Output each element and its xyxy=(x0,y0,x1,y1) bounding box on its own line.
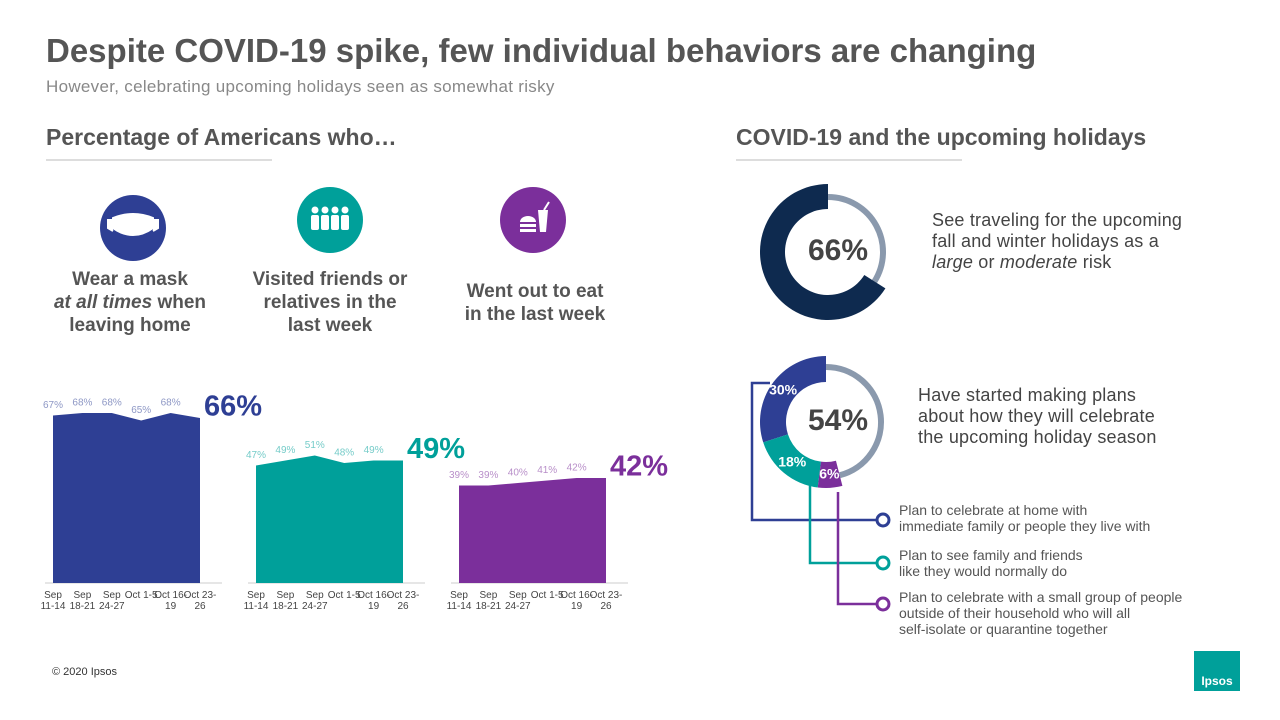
value-label: 42% xyxy=(567,463,587,474)
x-tick-label: Sep 24-27 xyxy=(302,590,328,612)
remainder-ring xyxy=(827,194,886,284)
text-part: risk xyxy=(1077,252,1112,272)
right-heading: COVID-19 and the upcoming holidays xyxy=(736,124,1147,150)
x-tick-label: Sep 24-27 xyxy=(99,590,125,612)
remainder-ring xyxy=(826,364,884,479)
title: Despite COVID-19 spike, few individual b… xyxy=(46,32,1037,69)
donut-segment xyxy=(760,356,826,443)
area xyxy=(53,413,200,583)
donut-description: See traveling for the upcoming fall and … xyxy=(932,210,1182,273)
value-label: 47% xyxy=(246,450,266,461)
donut-segment xyxy=(817,460,843,488)
text-part: large xyxy=(932,252,974,272)
area xyxy=(256,455,403,583)
x-tick-label: Oct 23-26 xyxy=(183,590,217,612)
food-glyph xyxy=(520,201,550,232)
people-icon xyxy=(297,187,363,253)
x-tick-label: Oct 16-19 xyxy=(154,590,187,612)
x-tick-label: Sep 24-27 xyxy=(505,590,531,612)
legend-marker xyxy=(875,512,891,528)
x-tick-label: Sep 11-14 xyxy=(446,590,472,612)
text-part: or xyxy=(973,252,1000,272)
value-label: 68% xyxy=(161,398,181,409)
legend-entry: Plan to celebrate with a small group of … xyxy=(899,589,1183,637)
area xyxy=(459,478,606,583)
segment-label: 18% xyxy=(778,454,807,470)
value-label: 51% xyxy=(305,440,325,451)
text-part: at all times xyxy=(53,292,153,313)
value-label: 40% xyxy=(508,468,528,479)
x-tick-label: Oct 1-5 xyxy=(530,590,564,601)
value-label: 39% xyxy=(478,470,498,481)
legend-marker xyxy=(875,555,891,571)
value-label: 67% xyxy=(43,400,63,411)
x-tick-label: Oct 16-19 xyxy=(357,590,390,612)
value-label: 49% xyxy=(364,445,384,456)
value-label: 68% xyxy=(72,398,92,409)
text-part: when leaving home xyxy=(69,292,207,336)
left-heading: Percentage of Americans who… xyxy=(46,124,397,150)
center-label: 66% xyxy=(808,234,868,267)
value-label: 65% xyxy=(131,405,151,416)
donut-description: Have started making plans about how they… xyxy=(918,385,1157,448)
value-label: 49% xyxy=(275,445,295,456)
value-label: 39% xyxy=(449,470,469,481)
legend-marker xyxy=(875,596,891,612)
value-label: 66% xyxy=(204,391,262,423)
mask-glyph xyxy=(107,213,159,236)
copyright: © 2020 Ipsos xyxy=(52,666,117,678)
text-part: See traveling for the upcoming fall and … xyxy=(932,210,1183,251)
area-title: Wear a mask at all times when leaving ho… xyxy=(30,268,230,337)
x-tick-label: Oct 16-19 xyxy=(560,590,593,612)
legend-connectors xyxy=(750,381,876,606)
segment-label: 6% xyxy=(819,466,840,482)
value-label: 48% xyxy=(334,448,354,459)
area-title: Went out to eat in the last week xyxy=(435,280,635,326)
x-tick-label: Sep 18-21 xyxy=(69,590,96,612)
text-part: Have started making plans about how they… xyxy=(918,385,1157,447)
x-tick-label: Oct 1-5 xyxy=(327,590,361,601)
x-tick-label: Sep 11-14 xyxy=(40,590,66,612)
x-tick-label: Sep 11-14 xyxy=(243,590,269,612)
text-part: moderate xyxy=(999,252,1078,272)
x-tick-label: Sep 18-21 xyxy=(272,590,299,612)
center-label: 54% xyxy=(808,404,868,437)
area-title: Visited friends or relatives in the last… xyxy=(230,268,430,337)
segment-label: 30% xyxy=(769,382,798,398)
logo-box xyxy=(1194,651,1240,691)
logo: Ipsos xyxy=(1201,674,1233,688)
people-glyph xyxy=(311,206,349,230)
text-part: Wear a mask xyxy=(72,269,188,290)
text-part: Visited friends or relatives in the last… xyxy=(252,269,408,336)
legend-entry: Plan to celebrate at home with immediate… xyxy=(899,502,1151,534)
value-label: 68% xyxy=(102,398,122,409)
text-part: Went out to eat in the last week xyxy=(464,281,606,325)
subtitle: However, celebrating upcoming holidays s… xyxy=(46,77,555,96)
legend-entry: Plan to see family and friends like they… xyxy=(899,547,1083,579)
x-tick-label: Oct 23-26 xyxy=(589,590,623,612)
value-label: 49% xyxy=(407,433,465,465)
donut-segment xyxy=(763,434,821,488)
value-label: 41% xyxy=(537,465,557,476)
x-tick-label: Sep 18-21 xyxy=(475,590,502,612)
x-tick-label: Oct 23-26 xyxy=(386,590,420,612)
x-tick-label: Oct 1-5 xyxy=(124,590,158,601)
donut-segment xyxy=(760,184,886,320)
value-label: 42% xyxy=(610,451,668,483)
